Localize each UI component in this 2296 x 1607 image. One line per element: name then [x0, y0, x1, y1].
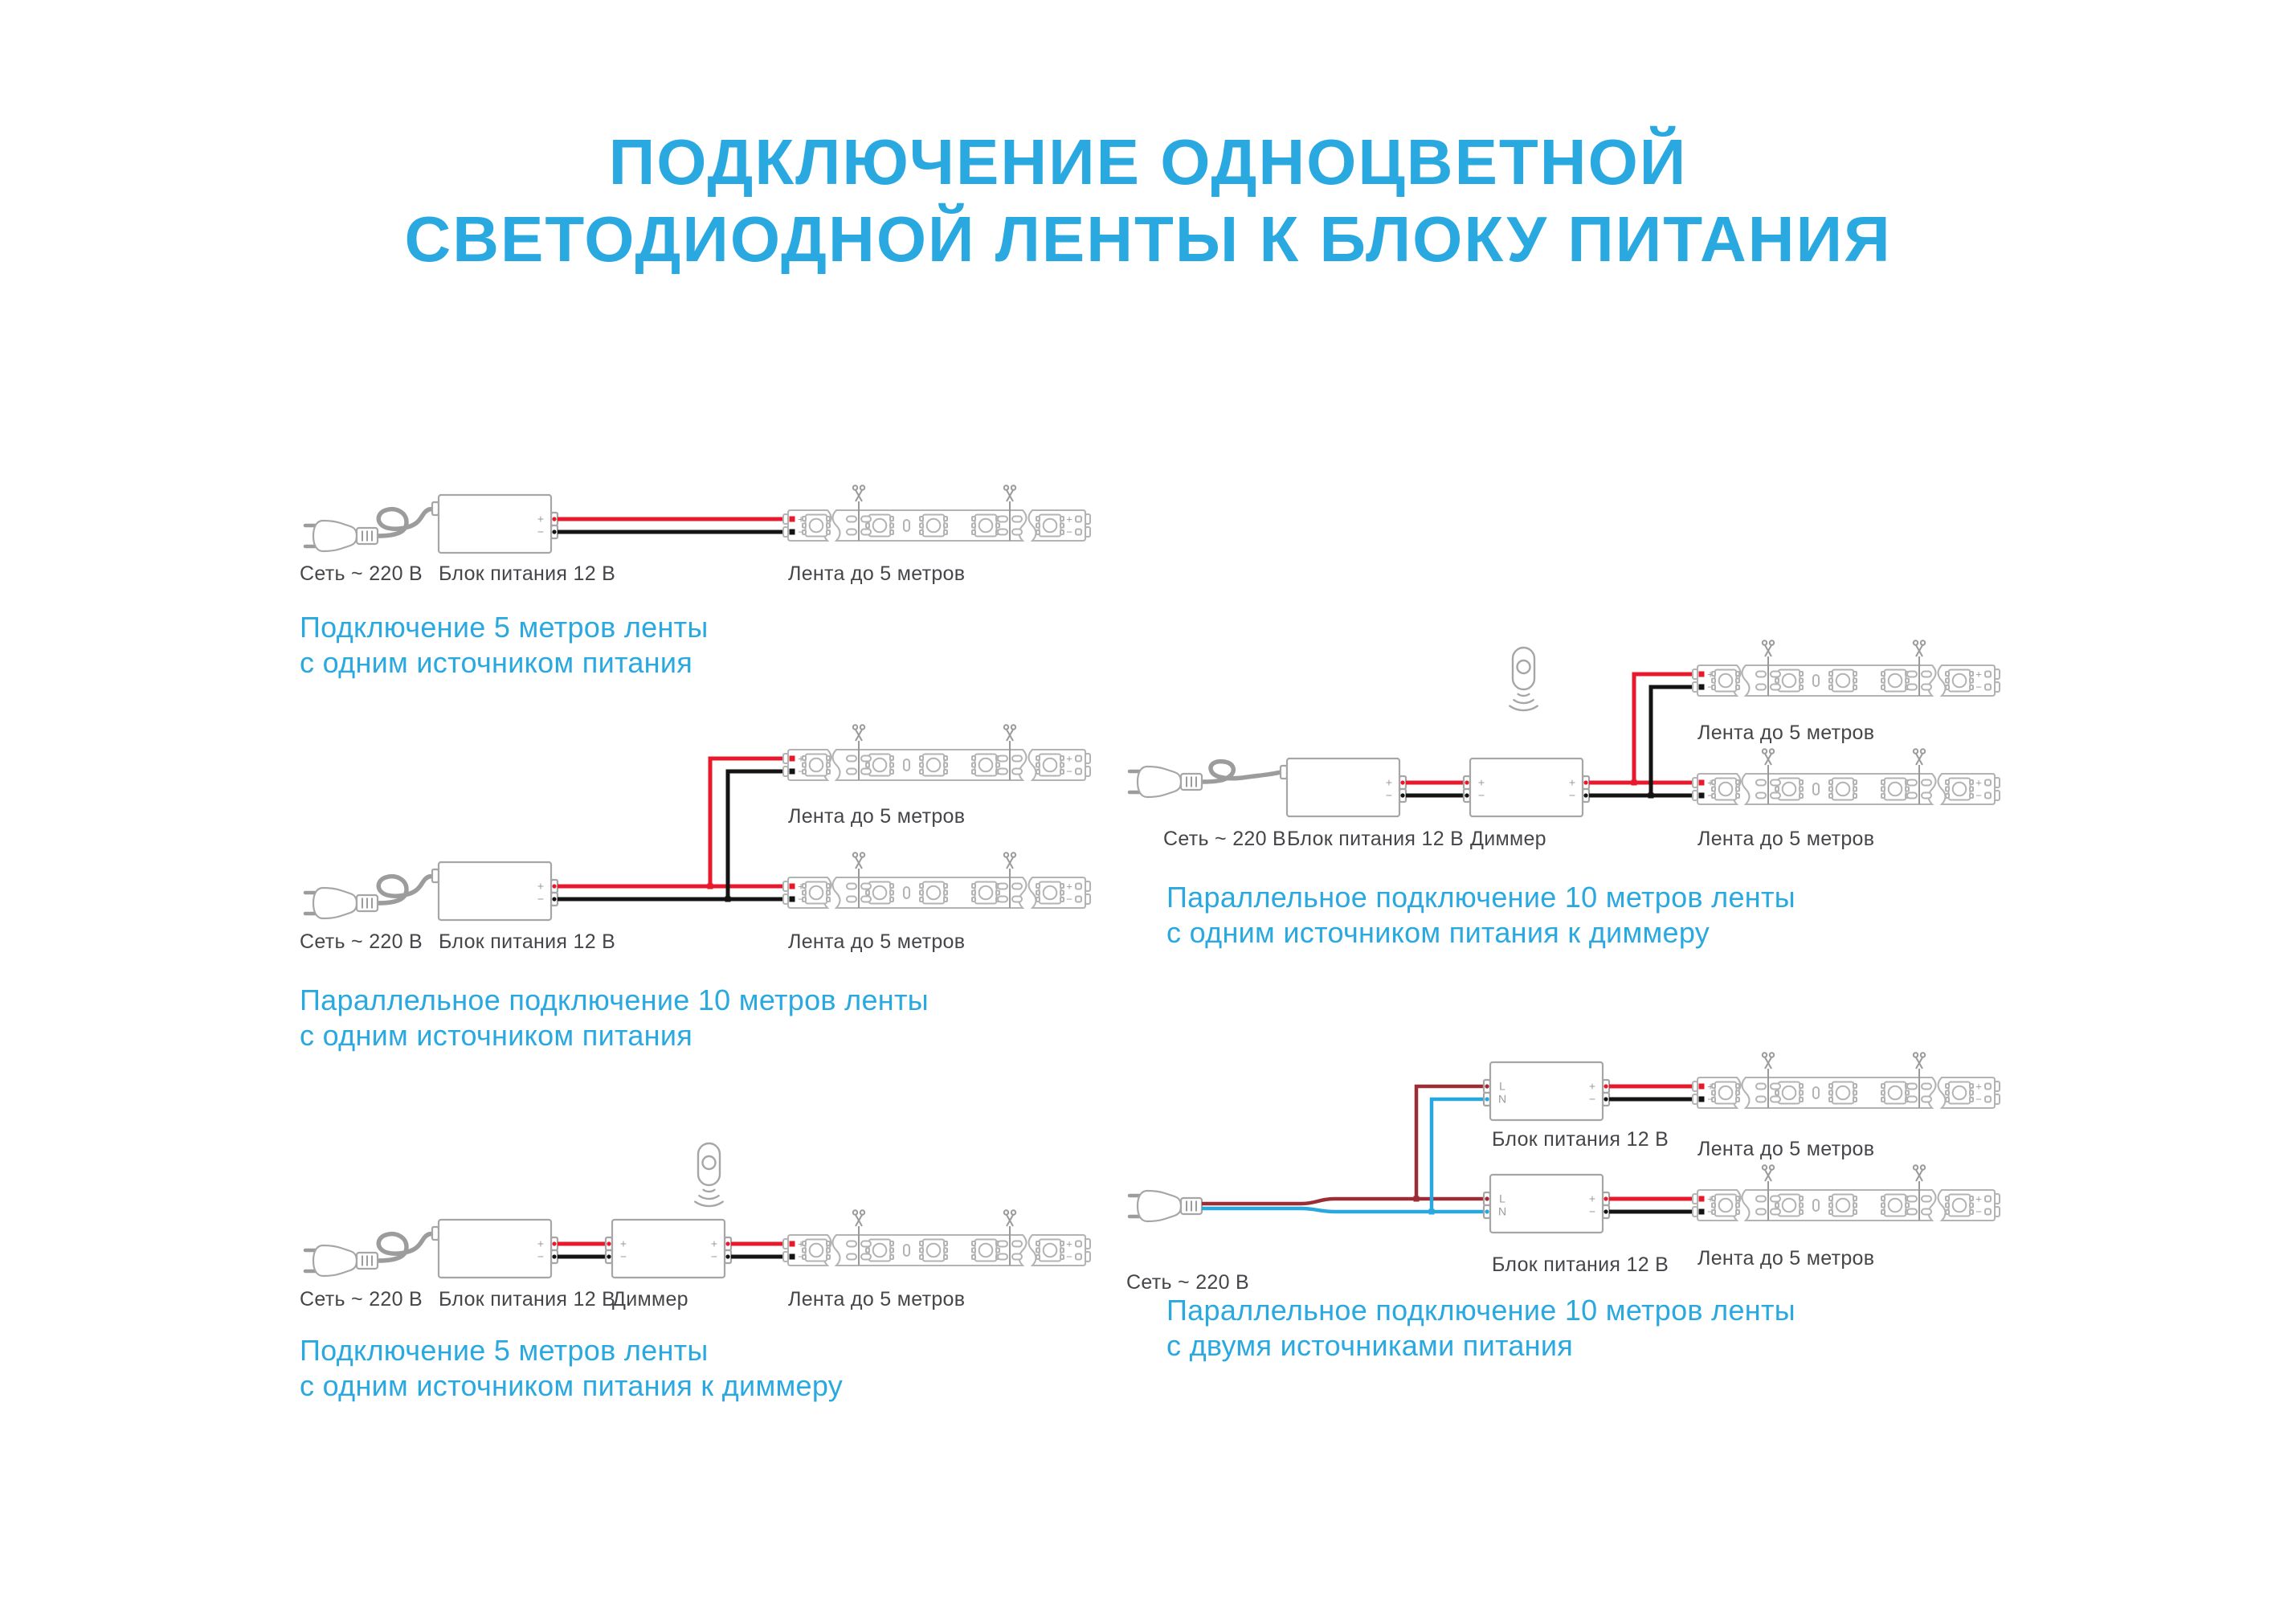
junction-dot — [1413, 1196, 1420, 1202]
caption-line: Параллельное подключение 10 метров ленты — [1166, 881, 1796, 914]
junction-dot — [1648, 792, 1654, 799]
caption-line: с одним источником питания к диммеру — [300, 1369, 844, 1402]
label-psu: Блок питания 12 В — [1287, 828, 1465, 850]
caption-line: Подключение 5 метров ленты — [300, 611, 709, 644]
label-mains: Сеть ~ 220 В — [1126, 1271, 1250, 1294]
junction-dot — [1631, 779, 1637, 786]
caption-line: с одним источником питания к диммеру — [1166, 916, 1710, 949]
wire-line — [1202, 1196, 1484, 1206]
caption-line: с одним источником питания — [300, 646, 693, 679]
label-mains: Сеть ~ 220 В — [1163, 828, 1287, 850]
junction-dot — [725, 896, 731, 902]
label-strip: Лента до 5 метров — [788, 1288, 966, 1311]
wire-negative-branch — [1648, 685, 1693, 795]
label-dimmer: Диммер — [1470, 828, 1546, 850]
label-mains: Сеть ~ 220 В — [300, 1288, 423, 1311]
wire-negative-branch — [725, 769, 783, 899]
diagram-2-parallel-strips — [305, 725, 1090, 922]
label-psu: Блок питания 12 В — [439, 930, 616, 953]
wire-positive-branch — [708, 756, 783, 886]
label-mains: Сеть ~ 220 В — [300, 930, 423, 953]
diagram-5-two-psu-parallel-strips — [1130, 1053, 2000, 1234]
label-psu: Блок питания 12 В — [439, 1288, 616, 1311]
page-title-line2: СВЕТОДИОДНОЙ ЛЕНТЫ К БЛОКУ ПИТАНИЯ — [404, 203, 1892, 275]
caption-line: Параллельное подключение 10 метров ленты — [300, 983, 929, 1016]
diagram-4-dimmer-parallel-strips — [1130, 640, 2000, 818]
label-psu: Блок питания 12 В — [1492, 1253, 1669, 1276]
junction-dot — [707, 883, 713, 889]
label-strip: Лента до 5 метров — [1697, 828, 1875, 850]
label-strip: Лента до 5 метров — [1697, 1138, 1875, 1160]
caption-line: Подключение 5 метров ленты — [300, 1334, 709, 1367]
diagram-1-single-strip — [305, 485, 1090, 554]
wire-neutral-branch — [1429, 1097, 1484, 1212]
label-strip: Лента до 5 метров — [788, 930, 966, 953]
label-strip: Лента до 5 метров — [1697, 722, 1875, 744]
diagram-3-dimmer-single-strip — [305, 1142, 1090, 1279]
label-mains: Сеть ~ 220 В — [300, 562, 423, 585]
label-strip: Лента до 5 метров — [1697, 1247, 1875, 1270]
caption-line: Параллельное подключение 10 метров ленты — [1166, 1294, 1796, 1327]
label-psu: Блок питания 12 В — [439, 562, 616, 585]
page-title-line1: ПОДКЛЮЧЕНИЕ ОДНОЦВЕТНОЙ — [608, 126, 1688, 198]
wire-line-branch — [1414, 1084, 1484, 1199]
label-psu: Блок питания 12 В — [1492, 1128, 1669, 1151]
junction-dot — [1428, 1208, 1435, 1215]
wire-positive-branch — [1632, 672, 1693, 783]
label-dimmer: Диммер — [612, 1288, 688, 1311]
caption-line: с одним источником питания — [300, 1019, 693, 1052]
wire-neutral — [1202, 1206, 1484, 1214]
label-strip: Лента до 5 метров — [788, 562, 966, 585]
caption-line: с двумя источниками питания — [1166, 1329, 1574, 1362]
label-strip: Лента до 5 метров — [788, 805, 966, 828]
